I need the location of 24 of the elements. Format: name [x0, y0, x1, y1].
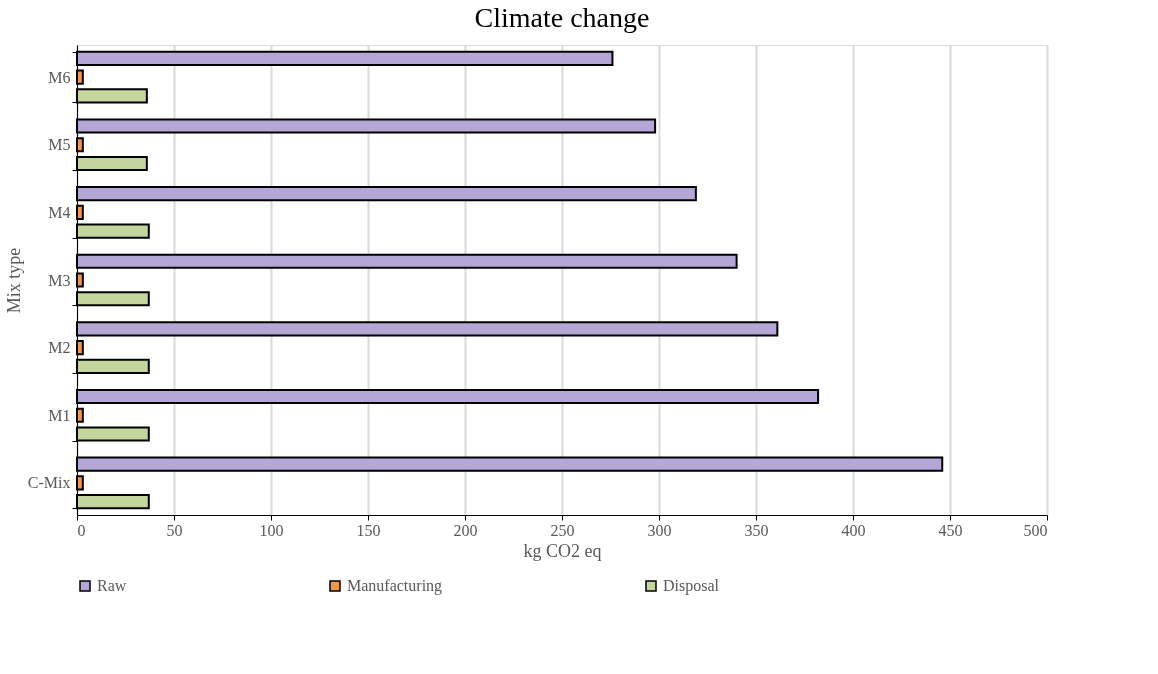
y-axis-title: Mix type — [3, 247, 24, 314]
x-tick-label: 300 — [647, 521, 672, 539]
y-tick-label: M2 — [48, 339, 71, 357]
legend-label: Raw — [97, 577, 127, 594]
legend-label: Manufacturing — [347, 577, 443, 595]
x-tick-label: 200 — [453, 521, 478, 539]
y-tick-label: M6 — [48, 68, 71, 86]
x-tick-label: 100 — [259, 521, 284, 539]
x-tick-label: 500 — [1023, 521, 1048, 539]
legend-label: Disposal — [663, 577, 720, 595]
x-tick-label: 400 — [841, 521, 866, 539]
y-tick-label: M5 — [48, 136, 71, 154]
x-tick-label: 50 — [166, 521, 183, 539]
x-axis-title: kg CO2 eq — [523, 540, 602, 561]
x-tick-label: 350 — [744, 521, 769, 539]
x-tick-label: 250 — [550, 521, 575, 539]
y-tick-label: M1 — [48, 406, 71, 424]
y-tick-label: C-Mix — [27, 474, 71, 492]
chart-title: Climate change — [474, 2, 650, 33]
x-tick-label: 450 — [938, 521, 963, 539]
x-tick-label: 150 — [356, 521, 381, 539]
x-tick-label: 0 — [77, 521, 86, 539]
y-tick-label: M4 — [48, 203, 71, 221]
y-tick-label: M3 — [48, 271, 71, 289]
